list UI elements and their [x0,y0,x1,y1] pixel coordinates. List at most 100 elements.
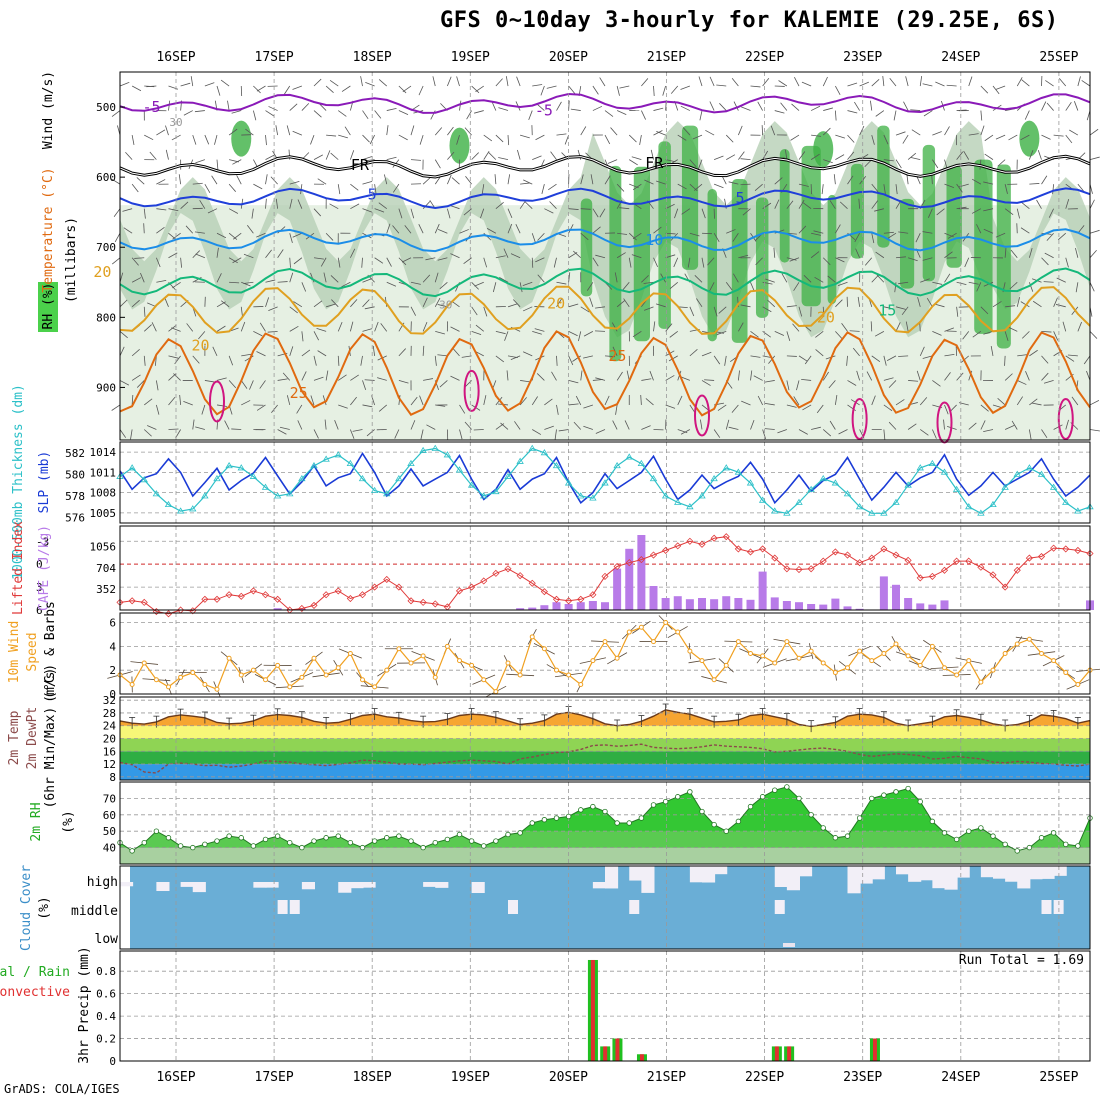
precip-bar-convective [615,1038,620,1061]
wind-barb [1004,425,1015,430]
wind-barb [874,208,884,212]
cloud-high-gap [471,882,485,894]
wind-barb [362,134,370,143]
wind-barb [689,183,698,192]
wind-point [651,639,656,645]
li-point [468,583,476,591]
wind-barb [165,149,169,160]
wind-barb [1008,326,1018,332]
rh2m-point [541,817,548,823]
rh2m-point [856,815,863,821]
wind-barb [713,355,721,365]
wind-barb [168,232,177,240]
wind-barb [883,355,887,366]
wind-barb [762,429,767,440]
wind-barb [568,224,574,234]
wind-barb [650,149,654,160]
panel-frame-precip [119,950,1091,1062]
wind-barb [889,77,897,87]
wind-barb [1041,257,1049,266]
wind-barb [1029,398,1038,406]
thickness-point [686,503,694,510]
wind-barb [798,355,808,362]
wind-barb [180,257,182,268]
wind-barb [604,395,610,406]
wind-barb [329,79,339,87]
wind-barb [738,254,749,259]
wind-barb [360,76,363,87]
wind-barb [519,397,527,406]
wind-barb [698,159,703,170]
rh-moist-cell [899,198,915,289]
cape-bar [540,605,549,610]
wind-barb [568,355,574,366]
thickness-point [795,498,803,505]
wind-point [1002,651,1008,656]
wind-barb [243,253,254,259]
wind-barb [144,134,154,141]
wind-point [784,639,790,645]
wind-barb [773,247,776,258]
wind-barb [301,282,307,292]
wind-barb [275,125,279,136]
rh2m-point [1002,841,1008,848]
wind-barb [131,277,142,283]
wind-barb [350,248,356,258]
wind-barb [1021,202,1030,209]
wind-barb [804,355,812,365]
wind-barb [324,419,327,430]
wind-barb [451,177,460,185]
isotherm-20 [119,285,1091,335]
wind-barb [595,254,606,259]
wind-barb [919,346,925,357]
wind-barb [713,306,718,317]
wind-barb [322,395,327,406]
wind-barb [515,224,521,234]
wind-barb [301,371,307,381]
wind-barb [895,256,906,259]
wind-barb [673,257,679,268]
wind-barb [931,174,933,185]
isotherm-30 [694,394,710,437]
wind-barb [713,155,724,160]
wind-barb [916,370,921,381]
wind-barb [822,429,832,437]
wind-barb [871,200,879,209]
wind-barb [434,159,441,169]
wind-barb [350,203,360,210]
wind-barb [289,346,294,357]
wind-barb [883,184,886,195]
wind-barb [233,232,242,240]
thickness-point [771,507,779,514]
wind-barb [726,229,736,234]
cape-bar [698,598,706,610]
wind-barb [456,76,460,87]
wind-barb [786,200,794,209]
wind-barb [546,85,557,89]
rh-band-mid [120,121,1090,338]
wind-barb [183,110,193,116]
wind-barb [350,183,359,191]
wind-barb [895,399,905,406]
rh2m-point [456,831,463,838]
wind-barb [997,159,1006,167]
wind-barb [437,229,448,234]
wind-barb [786,380,790,391]
wind-barb [435,330,446,335]
wind-barb [644,306,654,311]
cloud-high-gap [641,866,655,893]
wind-point [772,660,778,666]
wind-barb [168,397,176,406]
wind-barb [326,134,337,137]
y-tick-slp: 1008 [90,487,117,500]
wind-barb [677,395,683,406]
wind-barb [556,133,567,136]
wind-barb [111,178,121,185]
wind-barb [810,153,820,160]
cloud-middle-gap [774,900,785,914]
cloud-level-high: high [87,875,118,890]
cape-bar [576,602,585,610]
rh2m-point [432,839,438,846]
precip-bar-convective [590,959,595,1061]
cape-bar [758,571,767,610]
